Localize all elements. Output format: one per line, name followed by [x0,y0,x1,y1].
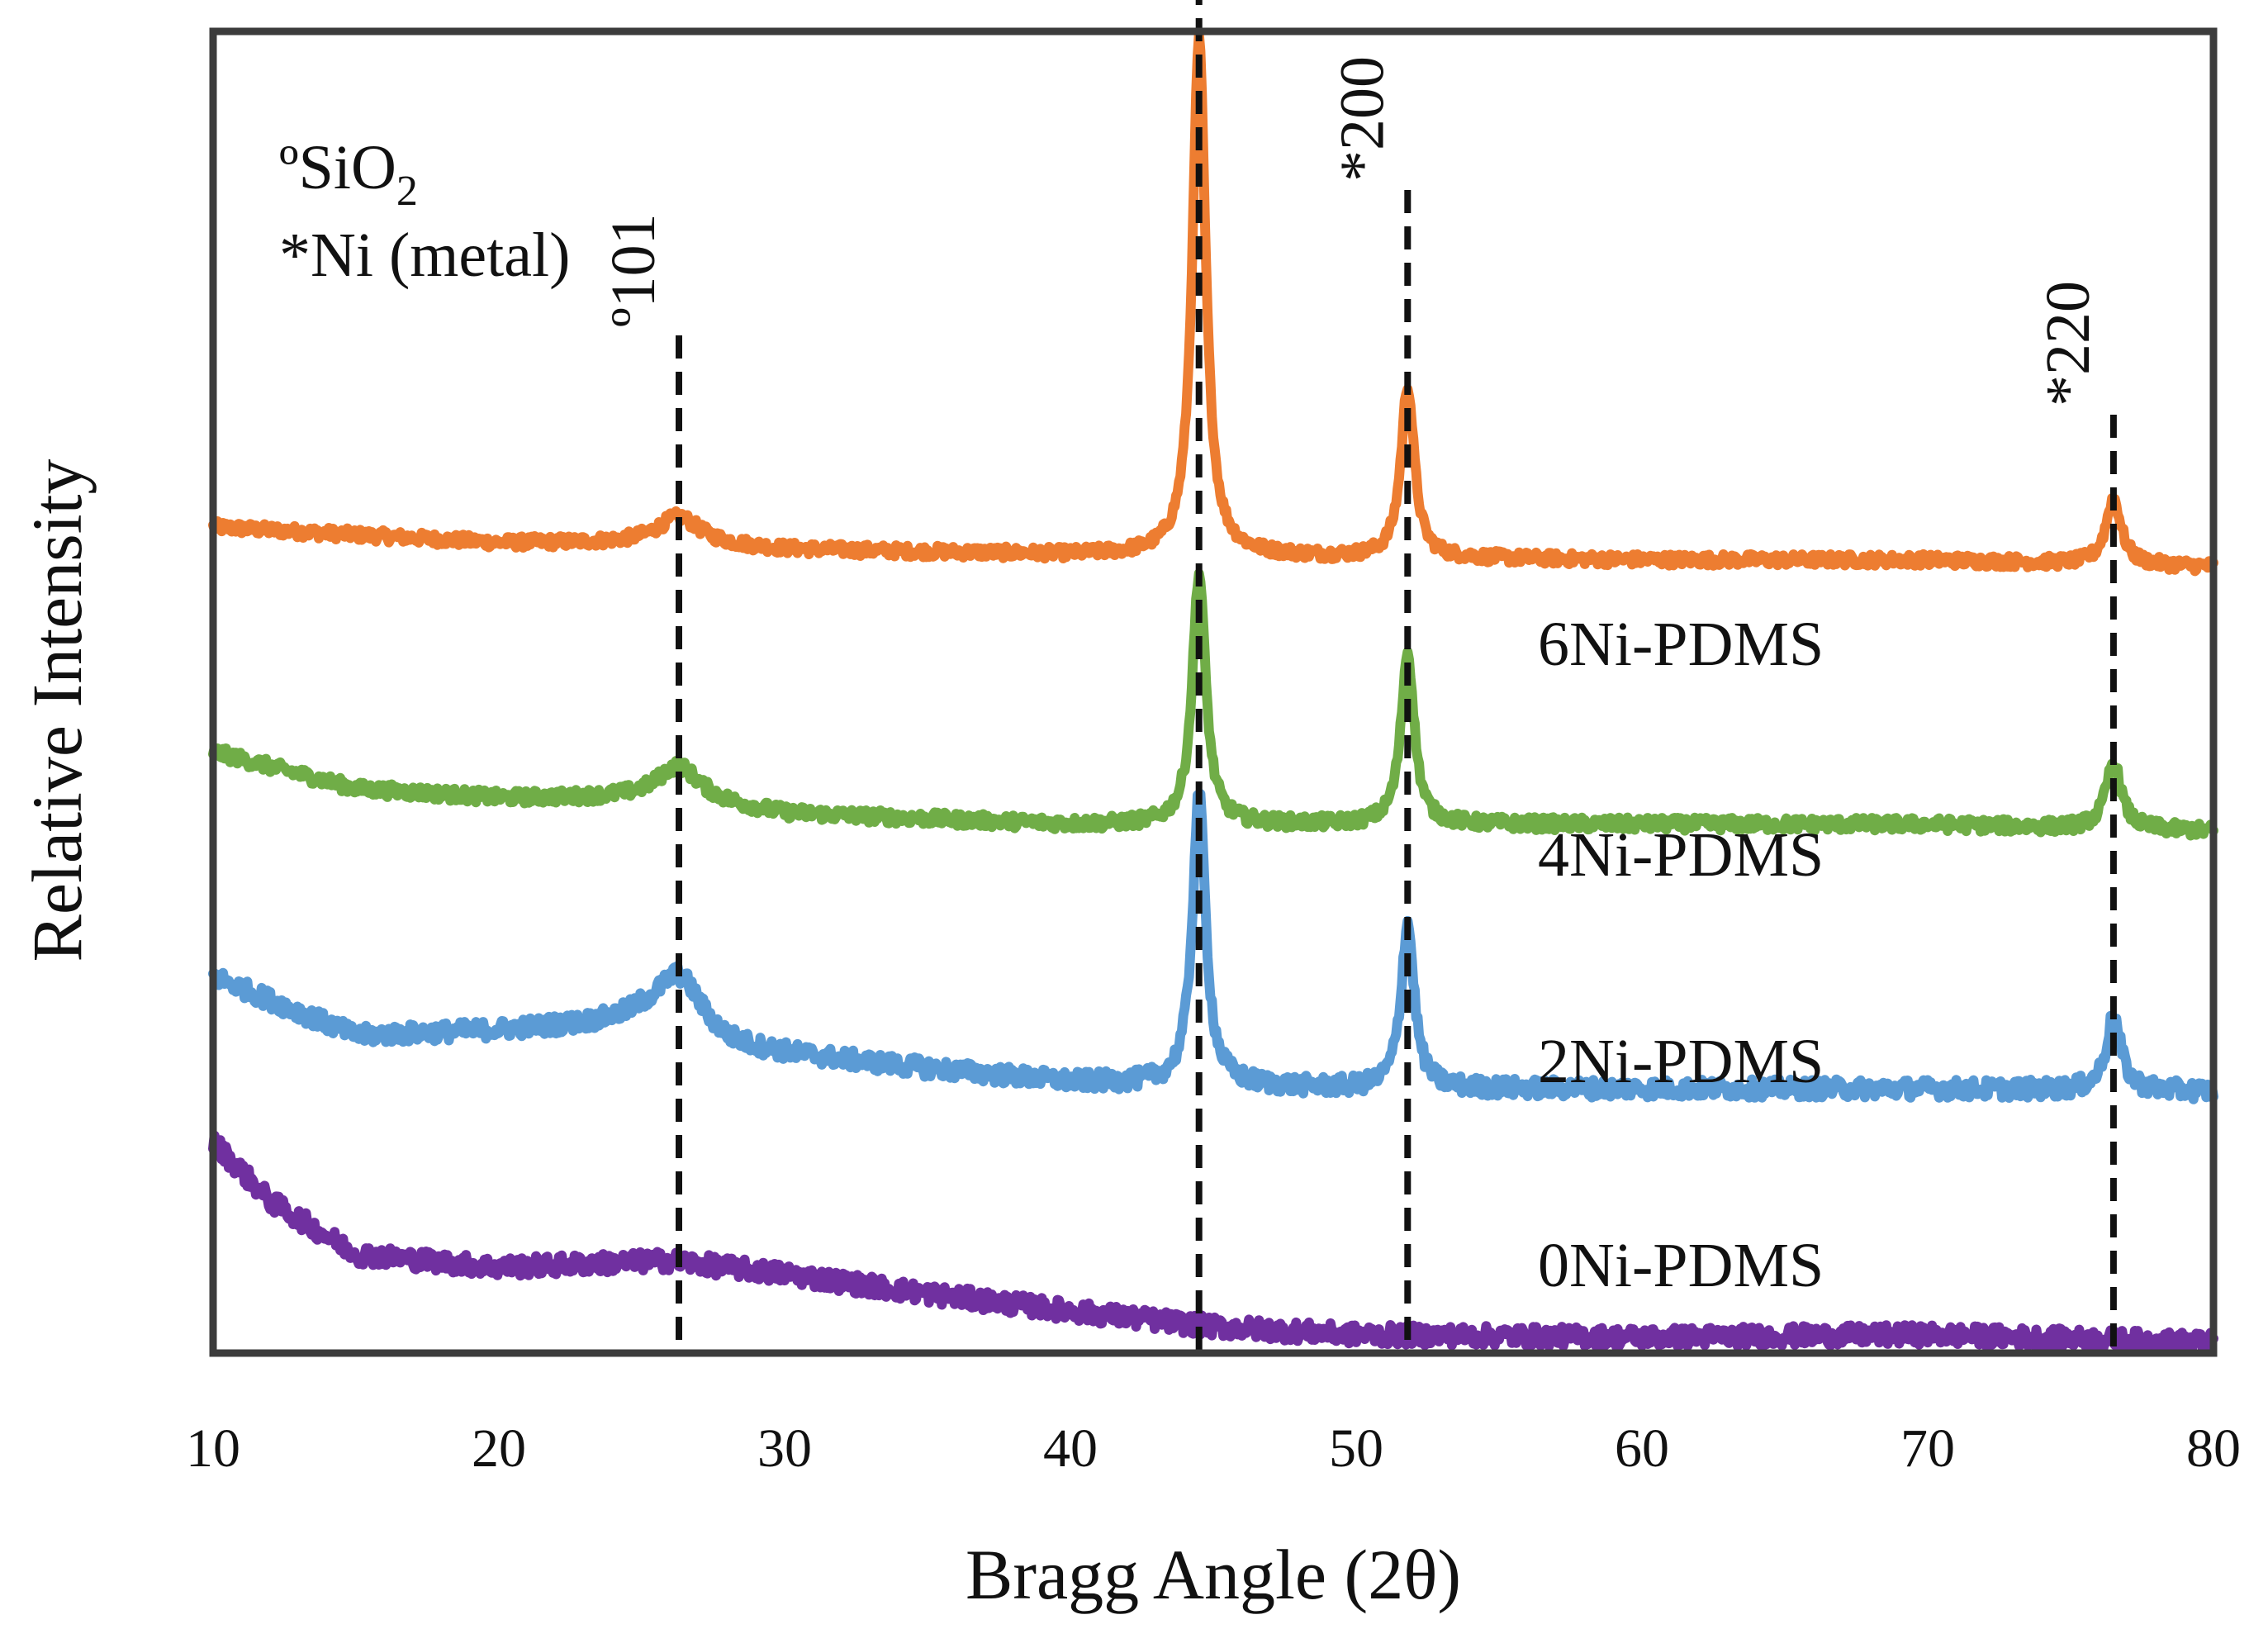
series-line-4ni-pdms [208,568,2218,841]
legend-ni-metal: *Ni (metal) [279,221,570,290]
legend-notes: ºSiO2 *Ni (metal) [279,133,570,290]
peak-label-3: *220 [2033,281,2103,406]
legend-sio2-subscript: 2 [396,168,418,215]
peak-marker-layer [676,0,2117,1353]
x-tick-label-50: 50 [1329,1418,1383,1479]
x-axis-title: Bragg Angle (2θ) [966,1535,1461,1614]
peak-label-2: *200 [1327,56,1397,182]
x-tick-label-60: 60 [1615,1418,1669,1479]
series-line-2ni-pdms [208,789,2218,1104]
x-tick-label-20: 20 [472,1418,526,1479]
series-line-6ni-pdms [208,29,2218,577]
x-tick-layer: 10 20 30 40 50 60 70 80 [186,1418,2241,1479]
series-label-6ni-pdms: 6Ni-PDMS [1538,610,1824,679]
peak-label-0: º101 [599,213,668,327]
series-label-4ni-pdms: 4Ni-PDMS [1538,820,1824,890]
plot-frame [209,27,2218,1357]
x-tick-label-80: 80 [2186,1418,2241,1479]
label-layer: 6Ni-PDMS4Ni-PDMS2Ni-PDMS0Ni-PDMSº101*111… [599,56,2103,1300]
legend-sio2-text: SiO [299,133,396,202]
y-axis-title: Relative Intensity [17,458,97,962]
x-tick-label-30: 30 [757,1418,812,1479]
legend-ni-text: Ni (metal) [311,221,570,290]
series-layer [208,29,2218,1356]
series-label-2ni-pdms: 2Ni-PDMS [1538,1027,1824,1096]
series-line-0ni-pdms [208,1130,2218,1356]
series-label-0ni-pdms: 0Ni-PDMS [1538,1231,1824,1300]
legend-sio2: ºSiO2 [279,133,418,215]
x-tick-label-70: 70 [1900,1418,1955,1479]
legend-ni-symbol: * [279,221,311,290]
legend-sio2-symbol: º [279,133,299,202]
x-tick-label-40: 40 [1043,1418,1098,1479]
x-tick-label-10: 10 [186,1418,240,1479]
